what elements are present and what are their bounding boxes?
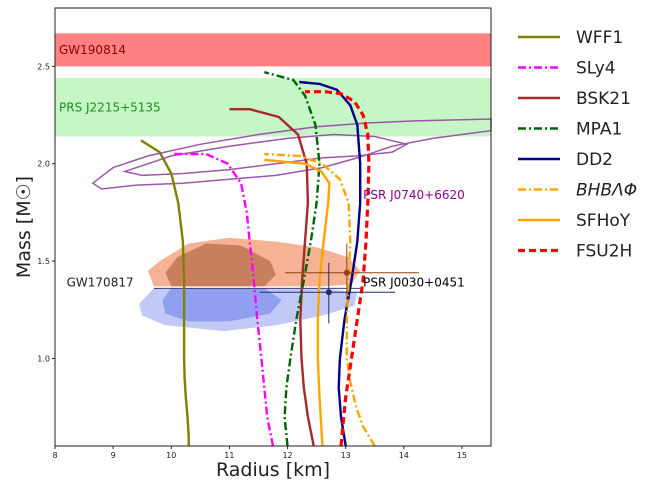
gw170817-lower-inner — [162, 288, 282, 322]
band-1 — [55, 78, 491, 137]
annotation-2: PSR J0030+0451 — [363, 275, 465, 289]
annotations-layer: PSR J0740+6620 GW170817 PSR J0030+0451 — [67, 188, 465, 290]
legend: WFF1 SLy4 BSK21 MPA1 DD2 BHBΛΦ SFHoY FSU2H — [518, 28, 637, 262]
legend-label-2: BSK21 — [576, 89, 631, 109]
errors-layer — [259, 243, 419, 324]
bands-layer: GW190814 PRS J2215+5135 — [55, 33, 491, 137]
series-line-1 — [171, 152, 275, 447]
annotation-0: PSR J0740+6620 — [363, 188, 465, 202]
legend-label-3: MPA1 — [576, 120, 622, 140]
y-axis-label: Mass [M☉] — [13, 176, 35, 278]
series-line-6 — [264, 158, 331, 447]
x-tick-label-7: 15 — [457, 451, 467, 460]
legend-label-0: WFF1 — [576, 28, 623, 48]
x-axis-label: Radius [km] — [216, 459, 330, 481]
legend-label-4: DD2 — [576, 150, 613, 170]
contours-layer — [91, 118, 492, 332]
series-line-3 — [263, 71, 321, 447]
legend-label-6: SFHoY — [576, 211, 631, 231]
series-line-5 — [264, 152, 376, 447]
band-label-1: PRS J2215+5135 — [59, 100, 161, 114]
series-layer — [140, 71, 376, 447]
legend-label-5: BHBΛΦ — [576, 181, 637, 201]
legend-label-7: FSU2H — [576, 242, 632, 262]
x-tick-label-4: 12 — [282, 451, 292, 460]
series-line-0 — [140, 139, 190, 446]
x-tick-label-6: 14 — [399, 451, 409, 460]
plot-frame — [54, 7, 492, 447]
band-0 — [55, 33, 491, 67]
ticks-layer: 8 9 10 11 12 13 14 15 1.0 1.5 2.0 2.5 — [37, 62, 467, 460]
annotation-1: GW170817 — [67, 275, 134, 289]
x-tick-label-5: 13 — [341, 451, 351, 460]
y-tick-label-0: 1.0 — [37, 354, 50, 363]
series-line-7 — [305, 90, 371, 447]
y-tick-label-1: 1.5 — [37, 257, 50, 266]
psr-j0740-contour-inner — [122, 133, 409, 177]
series-line-2 — [229, 108, 315, 447]
error-point-0 — [343, 269, 350, 276]
x-tick-label-2: 10 — [166, 451, 176, 460]
x-tick-label-3: 11 — [224, 451, 234, 460]
x-tick-label-0: 8 — [52, 451, 57, 460]
legend-label-1: SLy4 — [576, 59, 616, 79]
error-point-1 — [325, 289, 332, 296]
x-tick-label-1: 9 — [111, 451, 116, 460]
y-tick-label-2: 2.0 — [37, 160, 50, 169]
y-tick-label-3: 2.5 — [37, 62, 50, 71]
gw170817-upper-inner — [165, 243, 276, 287]
psr-j0740-contour-outer — [91, 118, 492, 190]
band-label-0: GW190814 — [59, 43, 126, 57]
